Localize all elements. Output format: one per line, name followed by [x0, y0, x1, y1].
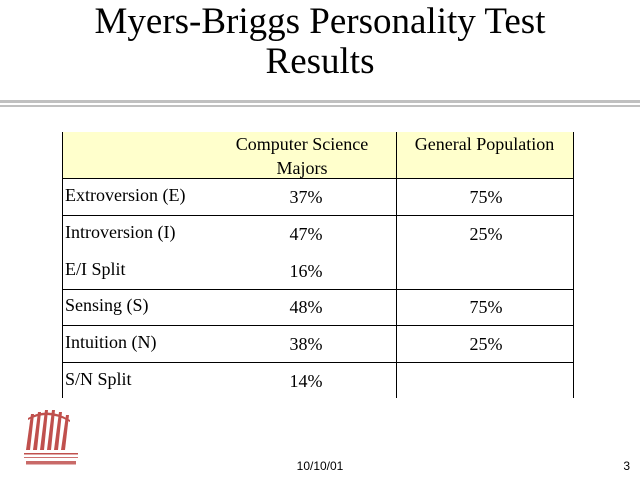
- university-logo-graphic: [24, 410, 78, 465]
- table-row-divider: [62, 215, 574, 216]
- row-label: Extroversion (E): [65, 185, 186, 205]
- table-row-divider: [62, 362, 574, 363]
- table-border-left: [62, 132, 63, 398]
- table-row-divider: [62, 178, 574, 179]
- table-column-divider: [396, 132, 397, 398]
- title-rule-secondary: [0, 105, 640, 107]
- title-rule: [0, 100, 640, 103]
- cs-value: 38%: [289, 334, 323, 354]
- general-value: 25%: [469, 224, 503, 244]
- row-label: Introversion (I): [65, 222, 176, 242]
- general-value: 75%: [469, 187, 503, 207]
- table-border-right: [573, 132, 574, 398]
- cs-value: 14%: [289, 371, 323, 391]
- general-value: 25%: [469, 334, 503, 354]
- cs-value: 48%: [289, 297, 323, 317]
- results-table: Computer Science Majors General Populati…: [62, 132, 574, 398]
- slide-page-number: 3: [623, 459, 630, 473]
- header-cs-majors: Computer Science Majors: [222, 132, 382, 180]
- row-label: E/I Split: [65, 259, 126, 279]
- table-header-background: [62, 132, 574, 178]
- header-general-population: General Population: [414, 134, 555, 154]
- cs-value: 47%: [289, 224, 323, 244]
- header-cs-line-1: Computer Science: [235, 134, 369, 154]
- header-cs-line-2: Majors: [276, 158, 328, 178]
- general-value: 75%: [469, 297, 503, 317]
- table-row-divider: [62, 325, 574, 326]
- cs-value: 37%: [289, 187, 323, 207]
- title-line-2: Results: [265, 41, 375, 82]
- title-line-1: Myers-Briggs Personality Test: [94, 1, 546, 42]
- university-logo: [22, 406, 80, 466]
- cs-value: 16%: [289, 261, 323, 281]
- row-label: Intuition (N): [65, 332, 157, 352]
- row-label: S/N Split: [65, 369, 132, 389]
- row-label: Sensing (S): [65, 295, 149, 315]
- slide-date: 10/10/01: [296, 459, 344, 473]
- table-row-divider: [62, 289, 574, 290]
- slide-title: Myers-Briggs Personality Test Results: [40, 2, 600, 82]
